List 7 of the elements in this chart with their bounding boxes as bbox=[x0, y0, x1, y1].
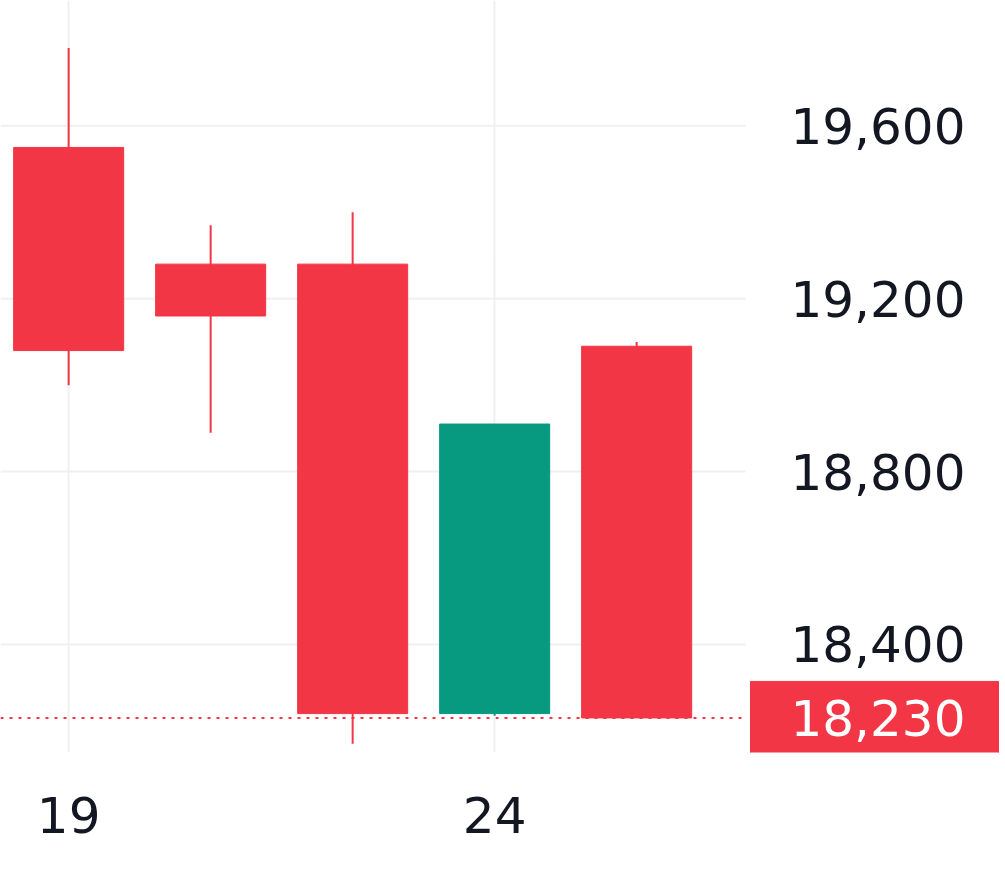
y-tick-label: 18,800 bbox=[790, 443, 966, 502]
y-tick-label: 19,600 bbox=[790, 97, 966, 156]
y-tick-label: 19,200 bbox=[790, 270, 966, 329]
ref-line-label: 18,230 bbox=[790, 689, 966, 748]
y-tick-label: 18,400 bbox=[790, 616, 966, 675]
x-tick-label: 24 bbox=[462, 786, 527, 845]
x-tick-label: 19 bbox=[36, 786, 101, 845]
